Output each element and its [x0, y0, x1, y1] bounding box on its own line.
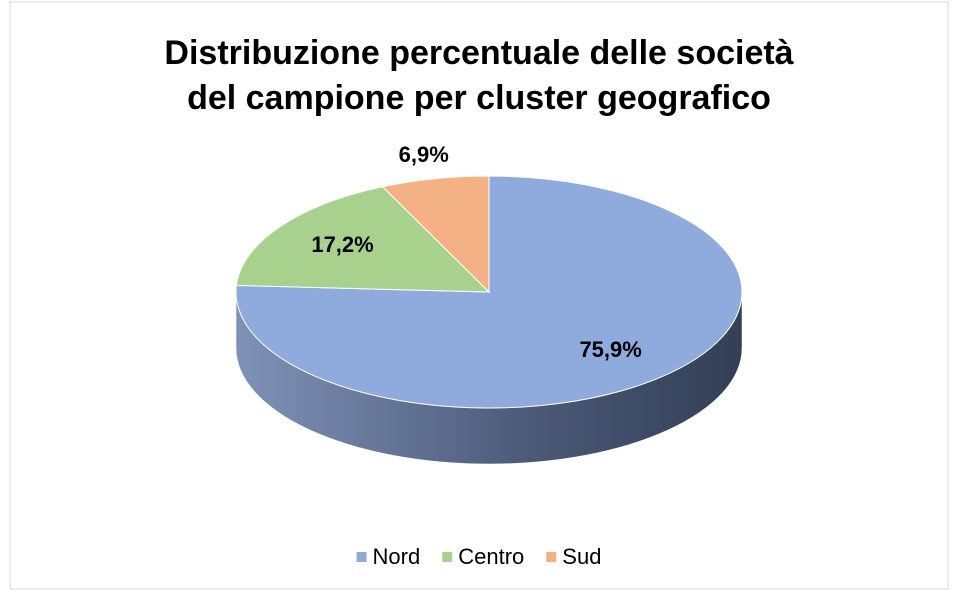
- legend-swatch: [356, 552, 367, 562]
- legend-swatch: [442, 552, 453, 562]
- chart-title: del campione per cluster geografico: [187, 79, 771, 117]
- data-label: 17,2%: [311, 232, 373, 257]
- legend-swatch: [546, 552, 557, 562]
- pie-slice: [235, 175, 743, 409]
- chart-title: Distribuzione percentuale delle società: [164, 34, 793, 72]
- data-label: 6,9%: [399, 142, 449, 167]
- legend-label: Centro: [458, 544, 524, 569]
- legend-label: Nord: [373, 544, 421, 569]
- data-label: 75,9%: [579, 337, 641, 362]
- pie-slice: [235, 186, 491, 293]
- pie-slice: [381, 175, 490, 294]
- legend-label: Sud: [562, 544, 601, 569]
